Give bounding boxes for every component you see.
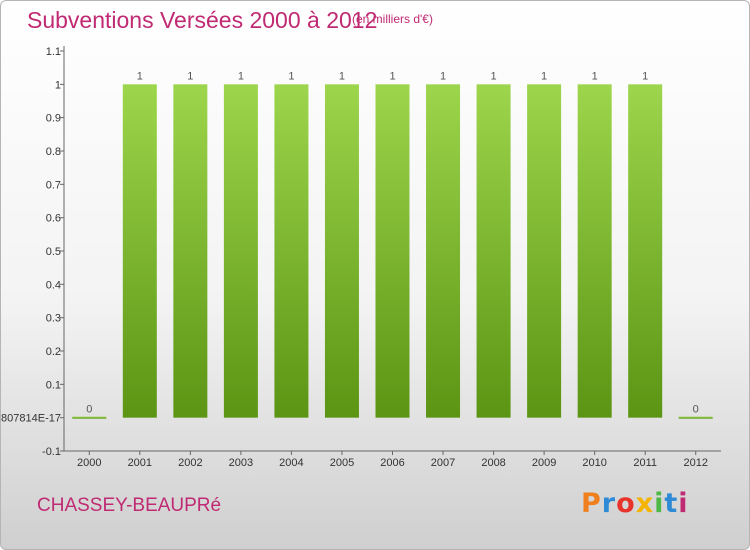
y-tick-label: 0.9 — [46, 113, 61, 125]
x-tick-label: 2000 — [77, 457, 101, 469]
proxiti-logo[interactable]: Proxiti — [581, 488, 689, 519]
y-tick-label: 0.7 — [46, 179, 61, 191]
x-tick-label: 2001 — [128, 457, 152, 469]
bar — [324, 84, 359, 418]
bar-value-label: 1 — [187, 70, 193, 82]
x-tick-label: 2005 — [330, 457, 354, 469]
bar-value-label: 1 — [288, 70, 294, 82]
x-tick-label: 2009 — [532, 457, 556, 469]
bar — [173, 84, 208, 418]
bar — [122, 84, 157, 418]
bar — [72, 416, 107, 419]
y-tick-label: 1.3877787807814E-17 — [1, 413, 61, 425]
x-tick-label: 2006 — [380, 457, 404, 469]
x-tick-label: 2004 — [279, 457, 303, 469]
logo-letter: o — [616, 488, 636, 519]
bar-value-label: 1 — [491, 70, 497, 82]
bar — [274, 84, 309, 418]
labels: 0 1 1 1 1 1 1 1 1 1 1 1 0 — [86, 70, 699, 415]
bar-value-label: 1 — [137, 70, 143, 82]
bar-value-label: 0 — [693, 404, 699, 416]
bar — [476, 84, 511, 418]
y-tick-label: 0.1 — [46, 379, 61, 391]
bars — [72, 84, 713, 419]
bar-value-label: 1 — [541, 70, 547, 82]
x-tick-label: 2010 — [582, 457, 606, 469]
chart-unit-label: (en milliers d'€) — [352, 12, 433, 26]
x-tick-label: 2007 — [431, 457, 455, 469]
x-tick-label: 2011 — [633, 457, 657, 469]
logo-letter: i — [678, 488, 689, 519]
y-tick-label: 0.4 — [46, 279, 61, 291]
x-tick-label: 2002 — [178, 457, 202, 469]
bar-value-label: 1 — [389, 70, 395, 82]
logo-letter: r — [601, 488, 617, 519]
bar-value-label: 1 — [642, 70, 648, 82]
bar — [577, 84, 612, 418]
bar — [527, 84, 562, 418]
bar — [375, 84, 410, 418]
y-tick-label: 0.2 — [46, 346, 61, 358]
bar — [628, 84, 663, 418]
logo-letter: t — [664, 488, 679, 519]
bar-value-label: 1 — [440, 70, 446, 82]
y-tick-label: 0.3 — [46, 313, 61, 325]
commune-name: CHASSEY-BEAUPRé — [37, 495, 222, 516]
x-tick-label: 2003 — [229, 457, 253, 469]
bar-value-label: 1 — [339, 70, 345, 82]
y-tick-label: 0.5 — [46, 246, 61, 258]
bar-value-label: 1 — [238, 70, 244, 82]
y-tick-label: 0.8 — [46, 146, 61, 158]
logo-letter: x — [635, 488, 655, 519]
y-tick-label: 1.1 — [46, 46, 61, 58]
bar-value-label: 1 — [592, 70, 598, 82]
y-tick-label: -0.1 — [42, 446, 61, 458]
bar — [223, 84, 258, 418]
y-tick-labels: -0.1 1.3877787807814E-17 0.1 0.2 0.3 0.4 0.5 0.… — [1, 46, 61, 458]
y-tick-label: 0.6 — [46, 213, 61, 225]
bar — [678, 416, 713, 419]
x-tick-label: 2012 — [683, 457, 707, 469]
logo-letter: P — [581, 488, 602, 519]
bar-value-label: 0 — [86, 404, 92, 416]
logo-letter: i — [654, 488, 665, 519]
chart-title: Subventions Versées 2000 à 2012 — [27, 7, 378, 33]
x-tick-label: 2008 — [481, 457, 505, 469]
y-tick-label: 1 — [55, 79, 61, 91]
axes: -0.1 1.3877787807814E-17 0.1 0.2 0.3 0.4 0.5 0.… — [1, 46, 721, 469]
bar — [426, 84, 461, 418]
